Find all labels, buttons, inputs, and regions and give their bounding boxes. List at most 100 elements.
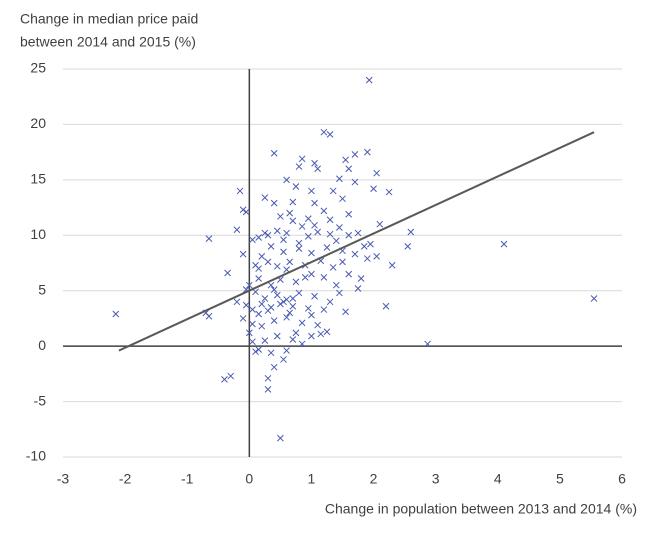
data-point (252, 348, 259, 356)
data-point (252, 288, 259, 296)
data-point (345, 231, 353, 239)
x-axis-label: Change in population between 2013 and 20… (325, 501, 637, 517)
data-point (292, 183, 300, 190)
data-point (289, 336, 297, 343)
data-point (289, 198, 297, 206)
data-point (258, 252, 266, 260)
data-point (314, 165, 322, 173)
data-point (311, 199, 318, 207)
data-point (255, 265, 263, 272)
data-point (273, 291, 281, 299)
data-point (255, 234, 263, 241)
data-point (332, 281, 340, 289)
data-point (270, 199, 278, 207)
data-point (295, 239, 303, 247)
data-point (249, 338, 256, 346)
data-point (367, 240, 374, 248)
data-point (388, 261, 396, 269)
chart-title: between 2014 and 2015 (%) (20, 34, 196, 50)
x-tick-label: 1 (308, 471, 316, 487)
data-point (304, 233, 312, 240)
data-point (233, 298, 241, 306)
x-tick-label: -2 (119, 471, 132, 487)
data-point (258, 300, 266, 308)
data-point (314, 228, 322, 236)
data-point (270, 317, 278, 324)
data-point (245, 281, 253, 289)
data-point (308, 187, 315, 195)
data-point (112, 310, 120, 318)
data-point (255, 310, 263, 318)
data-point (326, 230, 334, 238)
data-point (320, 207, 328, 215)
data-point (277, 213, 284, 220)
data-point (345, 270, 353, 278)
data-point (351, 151, 359, 158)
data-point (255, 275, 263, 282)
data-point (249, 320, 256, 328)
data-point (590, 295, 598, 302)
data-point (280, 236, 287, 244)
data-point (311, 221, 318, 229)
data-point (277, 300, 284, 308)
data-point (273, 262, 281, 270)
data-point (298, 155, 306, 163)
data-point (363, 255, 371, 262)
data-point (308, 332, 315, 340)
data-point (304, 215, 312, 223)
data-point (264, 386, 272, 393)
data-point (301, 274, 309, 281)
data-point (342, 156, 349, 164)
chart-title: Change in median price paid (20, 11, 198, 27)
data-point (385, 188, 393, 196)
data-point (227, 372, 235, 380)
data-point (320, 128, 328, 136)
data-point (308, 270, 315, 278)
y-tick-label: 25 (30, 60, 46, 76)
data-point (336, 175, 343, 183)
x-tick-label: 5 (556, 471, 564, 487)
data-point (239, 206, 247, 214)
data-point (283, 313, 290, 321)
data-point (280, 356, 287, 363)
data-point (351, 250, 359, 258)
data-point (280, 298, 287, 306)
data-point (373, 169, 381, 177)
data-point (336, 224, 343, 231)
data-point (354, 285, 362, 292)
data-point (342, 308, 349, 316)
data-point (370, 185, 377, 193)
x-tick-label: 6 (618, 471, 626, 487)
data-point (239, 315, 247, 322)
data-point (270, 363, 278, 371)
x-tick-label: 0 (245, 471, 253, 487)
y-tick-label: 5 (38, 281, 46, 297)
data-point (407, 228, 415, 236)
data-point (286, 258, 294, 266)
data-point (357, 275, 365, 282)
data-point (283, 176, 290, 184)
data-point (264, 374, 272, 382)
x-tick-label: 3 (432, 471, 440, 487)
data-point (255, 346, 263, 353)
data-point (292, 329, 300, 337)
data-point (500, 240, 508, 248)
data-point (277, 434, 284, 442)
data-point (382, 302, 390, 310)
data-point (286, 209, 294, 217)
data-point (245, 329, 253, 337)
data-point (205, 235, 213, 242)
data-point (320, 306, 328, 313)
data-point (249, 306, 256, 313)
data-point (261, 194, 269, 201)
data-point (365, 76, 373, 84)
data-point (267, 349, 275, 357)
data-point (261, 295, 269, 302)
data-point (308, 249, 315, 257)
data-point (311, 292, 318, 300)
data-point (283, 347, 290, 354)
data-point (264, 258, 272, 266)
data-point (311, 159, 318, 167)
data-point (317, 330, 325, 338)
